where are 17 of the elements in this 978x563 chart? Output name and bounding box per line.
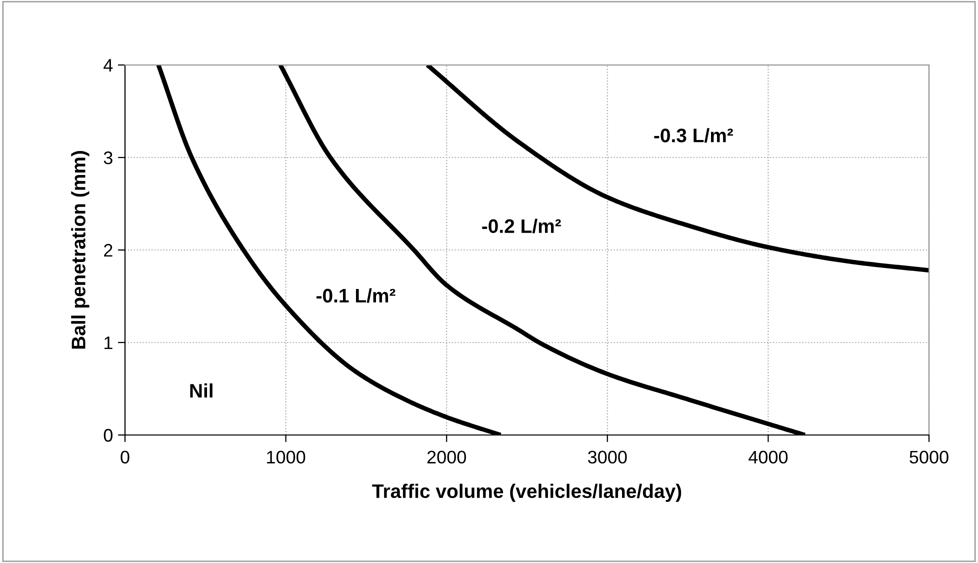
annotation: -0.3 L/m² bbox=[654, 128, 733, 143]
annotation: -0.1 L/m² bbox=[316, 288, 396, 303]
y-tick-label: 4 bbox=[104, 59, 113, 72]
y-tick-label: 2 bbox=[104, 244, 112, 257]
x-tick-label: 5000 bbox=[910, 450, 948, 464]
x-tick-label: 1000 bbox=[267, 450, 306, 464]
x-tick-label: 0 bbox=[120, 450, 130, 464]
y-tick-label: 0 bbox=[104, 428, 112, 442]
y-tick-label: 1 bbox=[104, 336, 112, 350]
y-axis-title: Ball penetration (mm) bbox=[71, 151, 90, 349]
y-tick-label: 3 bbox=[104, 151, 112, 164]
annotation: -0.2 L/m² bbox=[482, 218, 561, 234]
x-tick-label: 3000 bbox=[588, 450, 627, 464]
annotation: Nil bbox=[190, 383, 212, 398]
x-axis-title: Traffic volume (vehicles/lane/day) bbox=[372, 484, 682, 502]
x-tick-label: 4000 bbox=[748, 450, 788, 464]
x-tick-label: 2000 bbox=[427, 450, 466, 464]
